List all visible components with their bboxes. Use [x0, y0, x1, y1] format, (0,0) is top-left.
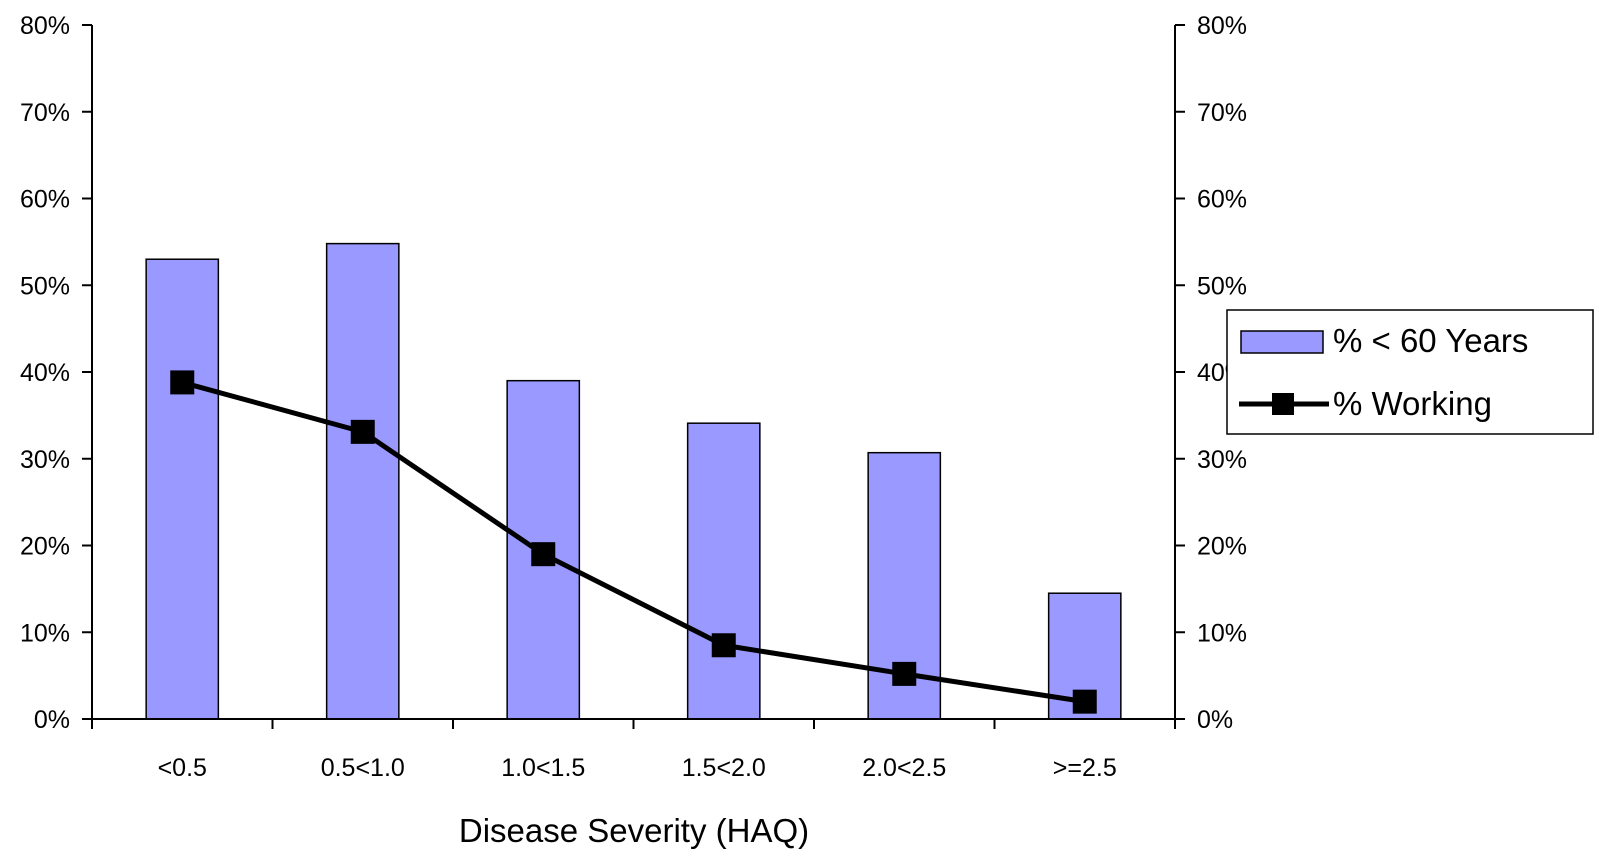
y2-tick-label: 10%: [1197, 619, 1247, 647]
y2-tick-label: 70%: [1197, 99, 1247, 127]
y-tick-label: 60%: [20, 186, 70, 214]
line-point-marker: [1072, 689, 1097, 714]
axes-layer: [91, 25, 1176, 720]
x-tick-label: 1.0<1.5: [501, 754, 585, 782]
y2-tick-label: 20%: [1197, 533, 1247, 561]
y2-tick-label: 0%: [1197, 706, 1233, 734]
legend-label-bar: % < 60 Years: [1333, 322, 1528, 359]
y-tick-label: 0%: [34, 706, 70, 734]
x-tick-label: >=2.5: [1053, 754, 1117, 782]
x-tick-label: 2.0<2.5: [862, 754, 946, 782]
x-axis-title: Disease Severity (HAQ): [459, 812, 809, 849]
y2-tick-label: 80%: [1197, 12, 1247, 40]
line-point-marker: [350, 419, 375, 444]
y-tick-label: 80%: [20, 12, 70, 40]
bar: [145, 258, 220, 720]
y-tick-label: 70%: [20, 99, 70, 127]
y-tick-label: 30%: [20, 446, 70, 474]
y-tick-label: 20%: [20, 533, 70, 561]
y-tick-label: 40%: [20, 359, 70, 387]
ticks-layer: 0%10%20%30%40%50%60%70%80%0%10%20%30%40%…: [20, 12, 1247, 782]
legend: % < 60 Years % Working: [1226, 309, 1594, 435]
x-tick-label: 0.5<1.0: [321, 754, 405, 782]
line-layer: [170, 370, 1097, 714]
bars-layer: [145, 242, 1122, 720]
legend-label-line: % Working: [1333, 385, 1492, 422]
bar: [686, 422, 761, 720]
y-tick-label: 50%: [20, 272, 70, 300]
bar: [325, 242, 400, 720]
line-point-marker: [892, 661, 917, 686]
y2-tick-label: 50%: [1197, 272, 1247, 300]
line-point-marker: [711, 633, 736, 658]
line-point-marker: [170, 370, 195, 395]
x-tick-label: 1.5<2.0: [682, 754, 766, 782]
y-tick-label: 10%: [20, 619, 70, 647]
legend-swatch-marker: [1272, 393, 1294, 415]
legend-swatch-bar: [1240, 330, 1324, 354]
line-point-marker: [531, 542, 556, 567]
y2-tick-label: 60%: [1197, 186, 1247, 214]
x-tick-label: <0.5: [158, 754, 207, 782]
y2-tick-label: 30%: [1197, 446, 1247, 474]
series-line: [181, 379, 1086, 705]
